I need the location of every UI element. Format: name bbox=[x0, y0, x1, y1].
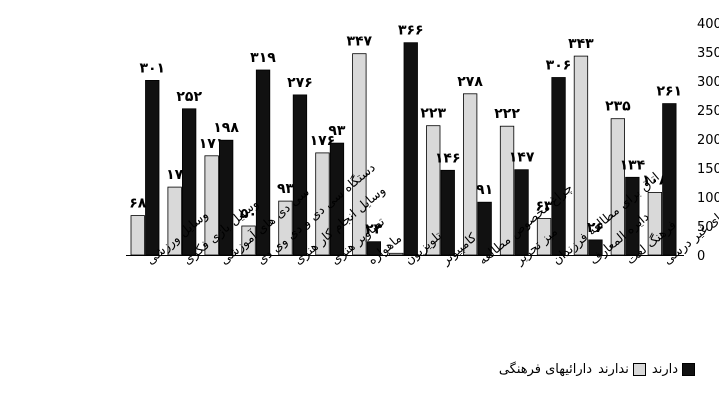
data-label-have: ۲۵۲ bbox=[176, 89, 202, 105]
y-tick-label: 50 bbox=[697, 220, 714, 235]
y-tick-label: 400 bbox=[697, 17, 719, 32]
data-label-have: ۳۱۹ bbox=[250, 50, 276, 66]
legend-label-have: دارند bbox=[651, 361, 678, 377]
legend-swatch-have bbox=[682, 362, 695, 376]
data-label-have: ۳۰۱ bbox=[139, 60, 165, 76]
data-label-not-have: ۳۴۳ bbox=[568, 36, 594, 52]
y-tick-label: 250 bbox=[697, 104, 719, 119]
data-label-not-have: ۱۷۶ bbox=[310, 133, 336, 149]
bar-have bbox=[403, 42, 418, 256]
legend-caption: دارائیهای فرهنگی bbox=[498, 361, 593, 377]
legend-label-not-have: ندارند bbox=[598, 361, 629, 377]
data-label-not-have: ۱۷۱ bbox=[199, 136, 225, 152]
legend-swatch-not-have bbox=[632, 362, 646, 376]
y-tick-label: 100 bbox=[697, 191, 719, 206]
bar-not-have bbox=[389, 252, 404, 256]
data-label-not-have: ۲۷۸ bbox=[457, 74, 483, 90]
data-label-have: ۲۶ bbox=[587, 220, 604, 236]
data-label-have: ۳۶۶ bbox=[398, 23, 424, 39]
data-label-have: ۱۴۷ bbox=[509, 150, 535, 166]
data-label-not-have: ۵۰ bbox=[240, 206, 257, 222]
data-label-have: ۲۳ bbox=[365, 222, 383, 238]
data-label-not-have: ۲۳۵ bbox=[605, 99, 631, 115]
data-label-have: ۲۶۱ bbox=[656, 84, 682, 100]
data-label-have: ۹۳ bbox=[328, 123, 346, 139]
y-tick-label: 200 bbox=[697, 133, 719, 148]
data-label-have: ۱۳۴ bbox=[620, 157, 646, 173]
y-tick-label: 350 bbox=[697, 46, 719, 61]
data-label-have: ۱۴۶ bbox=[435, 150, 461, 166]
data-label-have: ۱۹۸ bbox=[213, 120, 239, 136]
legend: دارائیهای فرهنگی ندارند دارند bbox=[499, 358, 695, 380]
legend-item-have: دارند bbox=[652, 362, 695, 377]
data-label-not-have: ۲۲۲ bbox=[494, 106, 520, 122]
y-tick-label: 0 bbox=[697, 249, 705, 264]
data-label-not-have: ۶۳ bbox=[535, 199, 553, 215]
data-label-have: ۲۷۶ bbox=[287, 75, 313, 91]
bar-have bbox=[440, 169, 455, 256]
y-tick-label: 150 bbox=[697, 162, 719, 177]
bar-have bbox=[145, 80, 160, 256]
data-label-not-have: ۶۸ bbox=[129, 196, 147, 212]
data-label-not-have: ۱۰۸ bbox=[642, 172, 668, 188]
data-label-not-have: ۹۳ bbox=[277, 181, 295, 197]
bar-not-have bbox=[130, 215, 145, 256]
data-label-have: ۹۱ bbox=[476, 182, 493, 198]
data-label-not-have: ۲۲۳ bbox=[420, 106, 446, 122]
data-label-not-have: ۳۴۷ bbox=[346, 34, 372, 50]
data-label-not-have: ۱۷ bbox=[166, 167, 184, 183]
y-tick-label: 300 bbox=[697, 75, 719, 90]
data-label-have: ۳۰۶ bbox=[546, 58, 572, 74]
legend-item-not-have: ندارند bbox=[598, 362, 646, 377]
